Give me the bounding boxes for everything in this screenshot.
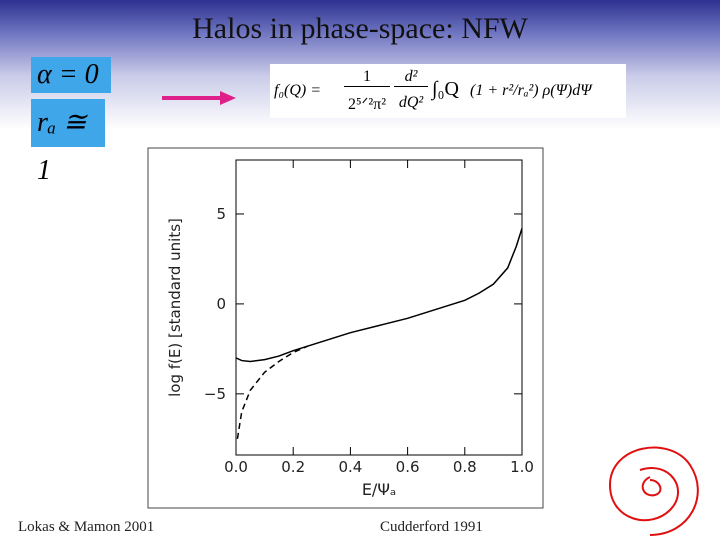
x-tick-label: 0.0 [224, 458, 248, 476]
formula: f₀(Q) = 1 2⁵ᐟ²π² d² dQ² ∫₀Q (1 + r²/rₐ²)… [270, 64, 626, 118]
formula-num: d² [394, 68, 428, 87]
formula-den: dQ² [398, 94, 424, 111]
formula-den: 2⁵ᐟ²π² [347, 96, 387, 113]
x-tick-label: 0.4 [338, 458, 362, 476]
plot-frame [235, 159, 523, 456]
ra-box: rₐ ≅ 1 [31, 99, 105, 186]
y-axis-label: log f(E) [standard units] [166, 218, 184, 397]
formula-num: 1 [344, 68, 390, 87]
formula-integral: ∫₀Q [432, 78, 459, 100]
y-tick-label: −5 [204, 385, 226, 403]
formula-lhs: f₀(Q) = [274, 82, 322, 99]
alpha-box: α = 0 [31, 57, 111, 93]
footer-left: Lokas & Mamon 2001 [18, 519, 155, 535]
x-tick-label: 0.8 [453, 458, 477, 476]
y-tick-label: 0 [216, 295, 226, 313]
spiral-doodle [608, 446, 699, 536]
data-line [235, 228, 523, 363]
x-axis-label: E/Ψₐ [362, 480, 396, 499]
footer-right: Cudderford 1991 [380, 519, 483, 535]
x-tick-label: 1.0 [510, 458, 534, 476]
y-tick-label: 5 [216, 205, 226, 223]
formula-body: (1 + r²/rₐ²) ρ(Ψ)dΨ [470, 82, 592, 99]
chart-panel [147, 147, 544, 509]
data-line [236, 345, 308, 439]
x-tick-label: 0.6 [396, 458, 420, 476]
slide-title: Halos in phase-space: NFW [192, 12, 528, 45]
x-tick-label: 0.2 [281, 458, 305, 476]
arrow [162, 91, 236, 105]
